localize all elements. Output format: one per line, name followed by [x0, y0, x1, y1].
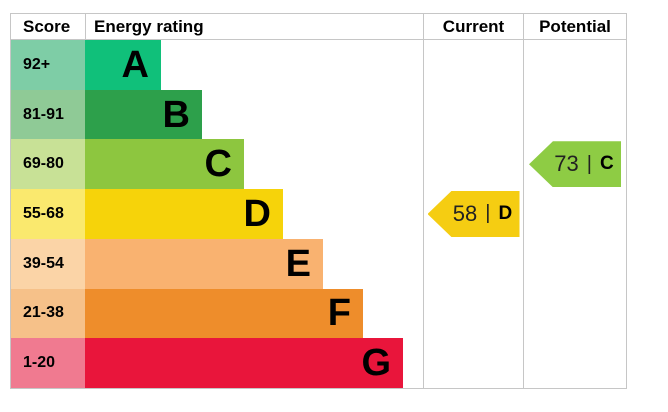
score-range-label: 55-68	[23, 204, 64, 222]
band-bar-cell-b: B	[85, 89, 423, 140]
band-bar-g: G	[85, 338, 403, 388]
band-bar-c: C	[85, 139, 244, 190]
score-range-label: 69-80	[23, 155, 64, 173]
band-bar-f: F	[85, 288, 363, 339]
band-bar-a: A	[85, 40, 161, 90]
score-range-label: 92+	[23, 55, 51, 73]
current-cell-f	[423, 288, 523, 339]
current-cell-a	[423, 40, 523, 90]
current-score: 58	[452, 200, 478, 226]
band-bar-cell-d: D	[85, 189, 423, 239]
current-cell-d: 58 | D	[423, 189, 523, 239]
potential-cell-b	[523, 89, 626, 140]
current-cell-e	[423, 238, 523, 289]
epc-table: Score Energy rating Current Potential 92…	[10, 13, 627, 389]
potential-cell-c: 73 | C	[523, 139, 626, 190]
score-range-d: 55-68	[11, 189, 85, 239]
potential-cell-a	[523, 40, 626, 90]
arrow-separator: |	[485, 202, 491, 225]
header-energy-rating: Energy rating	[85, 14, 423, 40]
potential-rating-arrow: 73 | C	[529, 141, 621, 188]
header-potential: Potential	[523, 14, 626, 40]
current-cell-c	[423, 139, 523, 190]
band-letter-f: F	[327, 292, 351, 335]
potential-letter: C	[599, 153, 614, 175]
score-range-label: 81-91	[23, 105, 64, 123]
score-range-c: 69-80	[11, 139, 85, 190]
potential-cell-d	[523, 189, 626, 239]
band-bar-cell-c: C	[85, 139, 423, 190]
potential-cell-e	[523, 238, 626, 289]
band-letter-e: E	[285, 242, 311, 285]
band-letter-g: G	[361, 342, 391, 385]
arrow-separator: |	[586, 152, 592, 175]
band-bar-cell-g: G	[85, 338, 423, 388]
band-letter-c: C	[204, 143, 232, 186]
header-score: Score	[11, 14, 85, 40]
score-range-a: 92+	[11, 40, 85, 90]
score-range-e: 39-54	[11, 238, 85, 289]
potential-cell-f	[523, 288, 626, 339]
band-bar-e: E	[85, 238, 323, 289]
band-letter-d: D	[243, 192, 271, 235]
score-range-label: 21-38	[23, 304, 64, 322]
band-bar-cell-a: A	[85, 40, 423, 90]
band-bar-cell-f: F	[85, 288, 423, 339]
score-range-label: 39-54	[23, 254, 64, 272]
score-range-f: 21-38	[11, 288, 85, 339]
current-letter: D	[498, 202, 513, 224]
band-letter-a: A	[121, 43, 149, 86]
potential-cell-g	[523, 338, 626, 388]
score-range-g: 1-20	[11, 338, 85, 388]
current-rating-arrow: 58 | D	[427, 190, 520, 237]
score-range-label: 1-20	[23, 354, 56, 372]
header-current: Current	[423, 14, 523, 40]
band-bar-d: D	[85, 189, 283, 239]
current-cell-b	[423, 89, 523, 140]
band-bar-b: B	[85, 89, 202, 140]
potential-score: 73	[554, 151, 579, 177]
band-letter-b: B	[162, 93, 190, 136]
score-range-b: 81-91	[11, 89, 85, 140]
band-bar-cell-e: E	[85, 238, 423, 289]
current-cell-g	[423, 338, 523, 388]
